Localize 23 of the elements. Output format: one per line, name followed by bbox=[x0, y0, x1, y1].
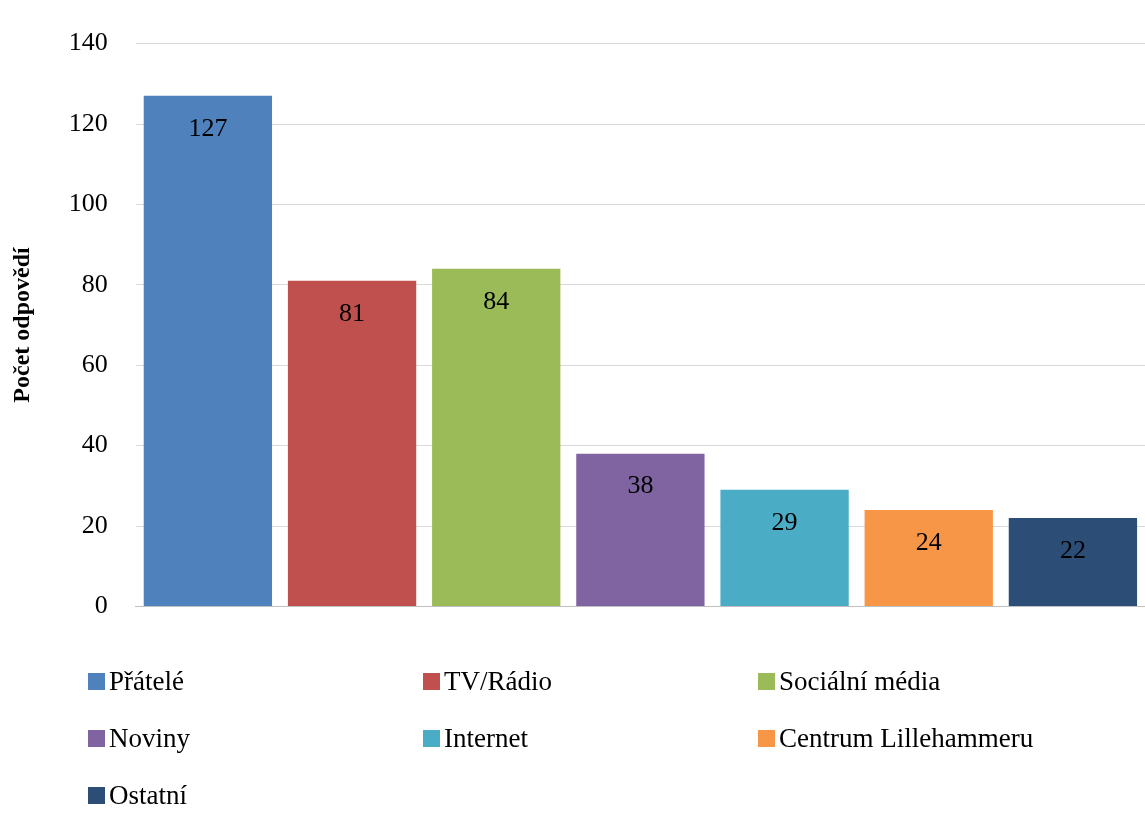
data-label: 84 bbox=[483, 285, 510, 315]
data-label: 81 bbox=[339, 297, 366, 327]
y-tick-label: 60 bbox=[81, 349, 108, 379]
y-tick-label: 100 bbox=[68, 188, 108, 218]
y-tick-label: 0 bbox=[94, 590, 108, 620]
data-label: 38 bbox=[627, 470, 654, 500]
legend-label: Přátelé bbox=[109, 666, 184, 697]
data-label: 22 bbox=[1059, 534, 1086, 564]
legend-label: TV/Rádio bbox=[444, 666, 552, 697]
y-tick-label: 40 bbox=[81, 429, 108, 459]
data-label: 29 bbox=[771, 506, 798, 536]
legend-label: Ostatní bbox=[109, 780, 187, 811]
legend-label: Noviny bbox=[109, 723, 190, 754]
y-tick-label: 20 bbox=[81, 509, 108, 539]
legend-label: Internet bbox=[444, 723, 528, 754]
y-tick-label: 140 bbox=[68, 27, 108, 57]
y-tick-label: 120 bbox=[68, 107, 108, 137]
legend-label: Centrum Lillehammeru bbox=[779, 723, 1034, 754]
data-label: 24 bbox=[915, 526, 942, 556]
legend-label: Sociální média bbox=[779, 666, 941, 697]
y-tick-label: 80 bbox=[81, 268, 108, 298]
y-axis-title: Počet odpovědí bbox=[7, 247, 34, 403]
data-label: 127 bbox=[188, 112, 228, 142]
